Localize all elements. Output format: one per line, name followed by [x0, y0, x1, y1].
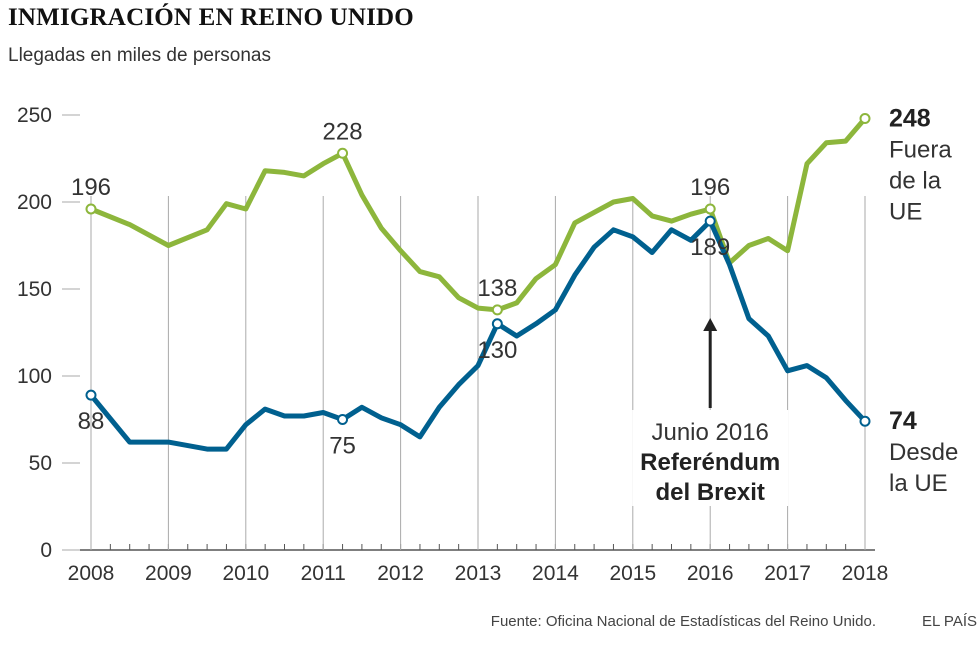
data-label: 138: [477, 275, 517, 302]
data-label: 75: [329, 433, 356, 460]
immigration-line-chart: 0 50 100 150 200 250 2008 2009 2010 2011 2012 2013 2…: [17, 104, 958, 585]
chart-title: INMIGRACIÓN EN REINO UNIDO: [8, 4, 414, 31]
marker-eu: [491, 318, 503, 330]
brand-logo-text: EL PAÍS: [921, 613, 977, 630]
end-value-eu: 74: [889, 407, 917, 435]
annotation-title-line1: Referéndum: [640, 449, 780, 476]
data-label: 196: [71, 174, 111, 201]
legend-label-eu: la UE: [889, 470, 948, 497]
legend-label-non-eu: de la: [889, 167, 942, 194]
series-layer: [88, 116, 868, 452]
x-tick-label: 2012: [377, 562, 424, 585]
y-tick-label: 50: [29, 452, 52, 475]
x-tick-label: 2008: [68, 562, 115, 585]
x-tick-label: 2013: [455, 562, 502, 585]
marker-non-eu: [704, 203, 716, 215]
marker-non-eu: [491, 304, 503, 316]
y-tick-label: 200: [17, 191, 52, 214]
data-label: 88: [78, 408, 105, 435]
x-tick-label: 2010: [222, 562, 269, 585]
annotation-background: [632, 410, 789, 506]
y-tick-label: 250: [17, 104, 52, 127]
marker-non-eu: [859, 112, 871, 124]
legend-label-non-eu: Fuera: [889, 136, 952, 163]
data-label: 228: [323, 118, 363, 145]
data-label: 196: [690, 174, 730, 201]
marker-non-eu: [337, 147, 349, 159]
marker-eu: [704, 215, 716, 227]
marker-eu: [85, 389, 97, 401]
annotation-arrow-head: [703, 318, 718, 331]
end-value-non-eu: 248: [889, 104, 931, 132]
legend-label-eu: Desde: [889, 439, 958, 466]
legend-label-non-eu: UE: [889, 198, 922, 225]
data-label: 130: [477, 337, 517, 364]
marker-eu: [337, 414, 349, 425]
marker-layer: [85, 112, 871, 427]
annotation-layer: Junio 2016 Referéndum del Brexit: [632, 318, 789, 506]
series-line-non-eu: [88, 116, 868, 313]
grid-layer: 0 50 100 150 200 250 2008 2009 2010 2011 2012 2013 2…: [17, 104, 888, 585]
source-note: Fuente: Oficina Nacional de Estadísticas…: [490, 613, 876, 630]
data-label: 189: [690, 234, 730, 261]
annotation-title-line2: del Brexit: [656, 479, 765, 506]
marker-eu: [859, 415, 871, 427]
annotation-date: Junio 2016: [651, 419, 768, 446]
y-tick-label: 0: [40, 539, 52, 562]
x-tick-label: 2015: [609, 562, 656, 585]
y-tick-label: 150: [17, 278, 52, 301]
x-tick-label: 2009: [145, 562, 192, 585]
series-line-eu: [88, 218, 868, 452]
chart-subtitle: Llegadas en miles de personas: [8, 45, 272, 66]
x-tick-label: 2017: [764, 562, 811, 585]
label-layer: 196 228 138 196 88 75 130 189 248 Fuera de la UE 74 D…: [71, 104, 958, 497]
x-tick-label: 2011: [301, 562, 346, 585]
x-tick-label: 2018: [842, 562, 889, 585]
x-tick-label: 2016: [687, 562, 734, 585]
x-tick-label: 2014: [532, 562, 579, 585]
y-tick-label: 100: [17, 365, 52, 388]
marker-non-eu: [85, 203, 97, 215]
